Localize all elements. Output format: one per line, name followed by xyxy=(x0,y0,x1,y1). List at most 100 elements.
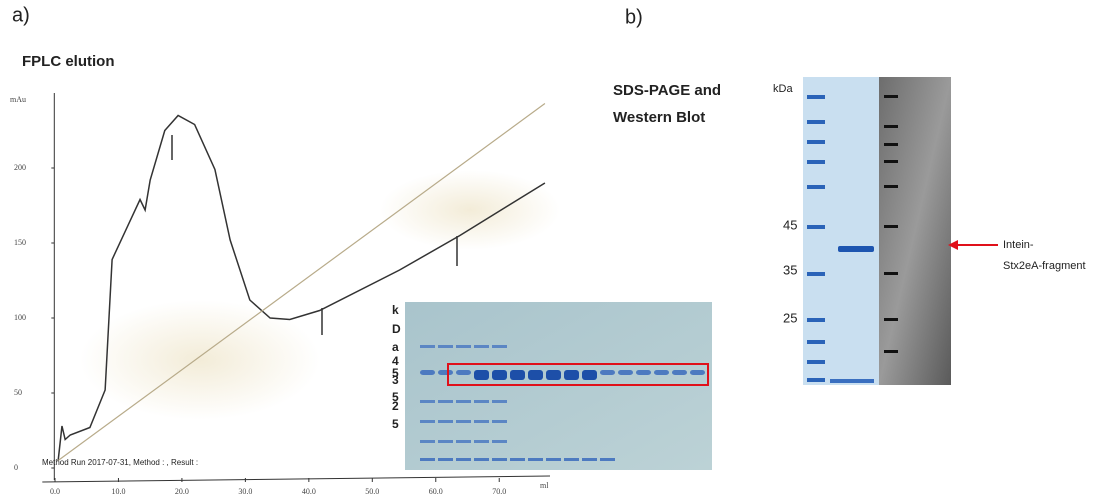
gel-band xyxy=(654,370,669,375)
x-tick-label: 10.0 xyxy=(111,487,125,496)
gel-label: 5 xyxy=(392,390,399,404)
panel-title: Western Blot xyxy=(613,109,705,126)
gel-band xyxy=(492,458,507,461)
gel-band xyxy=(456,370,471,375)
western-blot xyxy=(879,77,951,385)
x-tick-label: 60.0 xyxy=(429,487,443,496)
gel-label: k xyxy=(392,303,399,317)
trace-line xyxy=(57,103,546,461)
gel-band xyxy=(492,370,507,380)
annotation: Intein- xyxy=(1003,239,1034,251)
x-tick-label: 30.0 xyxy=(238,487,252,496)
unit-label: kDa xyxy=(773,83,793,95)
gel-band xyxy=(438,458,453,461)
y-tick-label: 150 xyxy=(14,238,26,247)
gel-label: D xyxy=(392,322,401,336)
gel-band xyxy=(492,400,507,403)
protein-band xyxy=(838,246,874,252)
gel-band xyxy=(528,458,543,461)
gel-band xyxy=(672,370,687,375)
ladder-band xyxy=(807,140,825,144)
gel-band xyxy=(600,458,615,461)
inset-gel xyxy=(405,302,712,470)
gel-label: 2 xyxy=(392,399,399,413)
gel-band xyxy=(474,400,489,403)
y-tick-label: 100 xyxy=(14,313,26,322)
gel-band xyxy=(564,458,579,461)
gel-band xyxy=(474,420,489,423)
blot-mark xyxy=(884,143,898,146)
gel-band xyxy=(420,420,435,423)
ladder-band xyxy=(807,160,825,164)
gel-band xyxy=(510,370,525,380)
gel-band xyxy=(438,440,453,443)
gel-band xyxy=(492,345,507,348)
marker-label: 35 xyxy=(783,262,797,277)
y-tick-label: 0 xyxy=(14,463,18,472)
gel-band xyxy=(438,420,453,423)
gel-band xyxy=(690,370,705,375)
blot-mark xyxy=(884,160,898,163)
marker-label: 45 xyxy=(783,217,797,232)
gel-band xyxy=(546,370,561,380)
gel-band xyxy=(600,370,615,375)
gel-band xyxy=(492,440,507,443)
gel-band xyxy=(438,370,453,375)
ladder-band xyxy=(807,360,825,364)
paper-stain xyxy=(380,170,560,250)
y-axis-label: mAu xyxy=(10,95,26,104)
gel-band xyxy=(492,420,507,423)
gel-band xyxy=(528,370,543,380)
gel-band xyxy=(420,458,435,461)
paper-stain xyxy=(80,300,320,420)
marker-label: 25 xyxy=(783,310,797,325)
y-tick-label: 50 xyxy=(14,388,22,397)
blot-mark xyxy=(884,318,898,321)
arrow-head xyxy=(948,240,958,250)
gel-band xyxy=(636,370,651,375)
gel-band xyxy=(420,345,435,348)
panel-label: b) xyxy=(625,6,643,28)
x-tick-label: 50.0 xyxy=(365,487,379,496)
gel-band xyxy=(474,370,489,380)
ladder-band xyxy=(807,318,825,322)
blot-mark xyxy=(884,95,898,98)
gel-band xyxy=(618,370,633,375)
plot: 0 50 100 150 200 0.0 10.0 20.0 30.0 40.0 50.0 60.0 7… xyxy=(14,93,551,496)
gel-label: 5 xyxy=(392,366,399,380)
gel-band xyxy=(546,458,561,461)
gel-band xyxy=(420,400,435,403)
gel-band xyxy=(582,370,597,380)
ladder-band xyxy=(807,120,825,124)
gel-band xyxy=(456,420,471,423)
y-tick-label: 200 xyxy=(14,163,26,172)
x-axis-label: ml xyxy=(540,481,549,490)
gel-band xyxy=(420,440,435,443)
gel-band xyxy=(474,458,489,461)
gel-band xyxy=(456,345,471,348)
gel-band xyxy=(582,458,597,461)
x-axis xyxy=(42,475,551,483)
blot-mark xyxy=(884,185,898,188)
blot-mark xyxy=(884,225,898,228)
highlight-box xyxy=(447,363,709,386)
blot-mark xyxy=(884,272,898,275)
gel-band xyxy=(438,400,453,403)
annotation: Stx2eA-fragment xyxy=(1003,260,1086,272)
gel-band xyxy=(456,458,471,461)
gel-label: 4 xyxy=(392,354,399,368)
gel-band xyxy=(564,370,579,380)
gel-band xyxy=(420,370,435,375)
x-tick-label: 20.0 xyxy=(175,487,189,496)
gel-label: 5 xyxy=(392,417,399,431)
gel-band xyxy=(456,440,471,443)
x-tick-label: 0.0 xyxy=(50,487,60,496)
gel-band xyxy=(438,345,453,348)
gel-label: 3 xyxy=(392,373,399,387)
sds-gel xyxy=(803,77,879,385)
panel-label: a) xyxy=(12,4,30,26)
trace-line xyxy=(57,114,546,461)
blot-mark xyxy=(884,125,898,128)
ladder-band xyxy=(807,272,825,276)
